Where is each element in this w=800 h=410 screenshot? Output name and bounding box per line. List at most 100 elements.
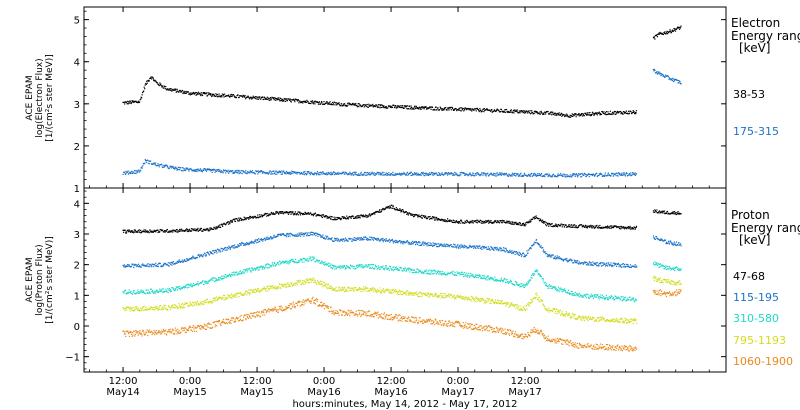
data-point xyxy=(490,110,492,112)
data-point xyxy=(188,230,190,233)
data-point xyxy=(386,206,388,208)
data-point xyxy=(441,172,443,174)
data-point xyxy=(477,246,479,248)
data-point xyxy=(457,244,459,246)
data-point xyxy=(276,210,278,213)
data-point xyxy=(341,103,343,105)
data-point xyxy=(327,103,329,106)
data-point xyxy=(519,253,522,255)
data-point xyxy=(219,95,221,97)
data-point xyxy=(316,214,319,216)
data-point xyxy=(385,172,387,174)
data-point xyxy=(228,94,230,96)
data-point xyxy=(598,265,600,267)
data-point xyxy=(657,33,660,35)
data-point xyxy=(191,284,193,286)
data-point xyxy=(473,109,475,112)
data-point xyxy=(594,263,596,266)
data-point xyxy=(469,108,471,110)
data-point xyxy=(507,110,509,112)
data-point xyxy=(612,113,615,115)
data-point xyxy=(659,239,661,241)
data-point xyxy=(239,170,241,172)
data-point xyxy=(334,218,336,220)
data-point xyxy=(520,253,522,256)
data-point xyxy=(205,93,207,95)
data-point xyxy=(511,172,514,174)
data-point xyxy=(209,279,211,282)
data-point xyxy=(208,228,210,230)
data-point xyxy=(330,263,332,265)
data-point xyxy=(178,91,180,93)
data-point xyxy=(236,169,238,172)
data-point xyxy=(261,172,263,174)
data-point xyxy=(615,112,618,114)
data-point xyxy=(494,220,496,223)
data-point xyxy=(325,238,327,240)
data-point xyxy=(503,110,505,112)
data-point xyxy=(679,81,681,83)
data-point xyxy=(659,72,662,74)
data-point xyxy=(376,239,378,241)
data-point xyxy=(385,238,387,240)
data-point xyxy=(236,271,238,273)
data-point xyxy=(252,95,254,97)
data-point xyxy=(272,98,274,100)
data-point xyxy=(279,170,281,173)
data-point xyxy=(609,174,611,176)
data-point xyxy=(228,95,230,97)
data-point xyxy=(321,261,324,263)
data-point xyxy=(493,109,496,111)
data-point xyxy=(425,215,427,218)
data-point xyxy=(520,110,522,112)
data-point xyxy=(667,76,670,78)
data-point xyxy=(415,241,417,244)
data-point xyxy=(451,273,454,275)
data-point xyxy=(426,174,428,176)
data-point xyxy=(275,211,277,213)
data-point xyxy=(248,98,251,100)
data-point xyxy=(314,100,317,102)
data-point xyxy=(527,174,529,177)
data-point xyxy=(470,222,472,224)
data-point xyxy=(573,224,575,226)
data-point xyxy=(533,241,536,243)
data-point xyxy=(237,272,239,274)
data-point xyxy=(653,237,655,239)
data-point xyxy=(360,106,362,108)
data-point xyxy=(553,113,556,115)
data-point xyxy=(670,241,672,243)
data-point xyxy=(175,167,177,169)
data-point xyxy=(328,173,330,175)
data-point xyxy=(332,103,335,105)
data-point xyxy=(352,174,354,176)
data-point xyxy=(345,267,347,269)
data-point xyxy=(187,284,189,286)
data-point xyxy=(384,267,386,269)
data-point xyxy=(243,243,245,245)
data-point xyxy=(423,107,426,109)
data-point xyxy=(612,172,614,174)
data-point xyxy=(507,251,510,254)
data-point xyxy=(154,164,156,166)
data-point xyxy=(418,215,421,218)
data-point xyxy=(234,246,236,248)
data-point xyxy=(345,172,347,174)
data-point xyxy=(249,241,251,243)
data-point xyxy=(156,289,158,291)
data-point xyxy=(128,172,130,175)
data-point xyxy=(156,81,158,84)
data-point xyxy=(439,219,441,221)
data-point xyxy=(371,266,373,269)
data-point xyxy=(461,244,463,246)
data-point xyxy=(298,102,300,104)
data-point xyxy=(192,282,195,285)
data-point xyxy=(674,28,676,30)
data-point xyxy=(476,107,478,109)
data-point xyxy=(609,264,612,266)
data-point xyxy=(147,159,149,161)
data-point xyxy=(156,265,158,268)
data-point xyxy=(375,173,377,176)
data-point xyxy=(597,264,600,266)
data-point xyxy=(358,264,360,266)
